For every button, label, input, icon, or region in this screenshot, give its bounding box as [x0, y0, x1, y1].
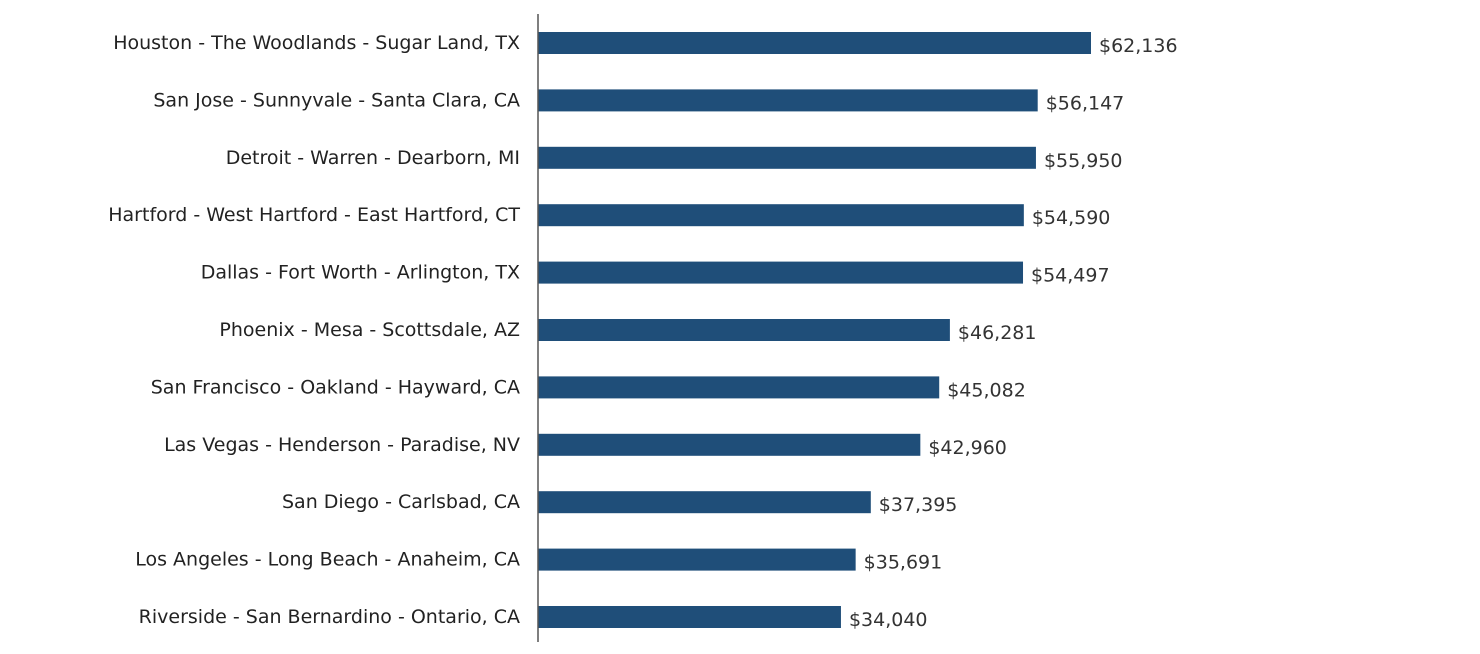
- value-label: $35,691: [864, 552, 943, 574]
- category-label: Riverside - San Bernardino - Ontario, CA: [139, 606, 520, 628]
- bar: [538, 32, 1091, 54]
- value-label: $37,395: [879, 494, 958, 516]
- value-label: $56,147: [1046, 92, 1125, 114]
- category-label: Detroit - Warren - Dearborn, MI: [226, 147, 520, 169]
- category-label: Houston - The Woodlands - Sugar Land, TX: [113, 32, 520, 54]
- value-label: $34,040: [849, 609, 928, 631]
- bar: [538, 89, 1038, 112]
- category-labels: Houston - The Woodlands - Sugar Land, TX…: [108, 32, 520, 628]
- bar: [538, 606, 841, 628]
- bar: [538, 261, 1024, 284]
- value-label: $45,082: [947, 379, 1026, 401]
- bar: [538, 204, 1024, 227]
- category-label: Hartford - West Hartford - East Hartford…: [108, 204, 520, 226]
- bar: [538, 319, 950, 341]
- value-label: $54,590: [1032, 207, 1111, 229]
- value-label: $55,950: [1044, 150, 1123, 172]
- bar: [538, 376, 940, 399]
- bar: [538, 491, 871, 514]
- bar: [538, 548, 856, 571]
- category-label: San Jose - Sunnyvale - Santa Clara, CA: [153, 89, 520, 111]
- category-label: San Francisco - Oakland - Hayward, CA: [151, 376, 520, 398]
- value-label: $62,136: [1099, 35, 1178, 57]
- category-label: Phoenix - Mesa - Scottsdale, AZ: [219, 319, 520, 341]
- category-label: Dallas - Fort Worth - Arlington, TX: [201, 262, 520, 284]
- value-label: $54,497: [1031, 265, 1110, 287]
- category-label: San Diego - Carlsbad, CA: [282, 491, 520, 513]
- value-label: $42,960: [928, 437, 1007, 459]
- bars-layer: [538, 32, 1091, 628]
- bar: [538, 146, 1036, 169]
- bar: [538, 433, 921, 456]
- category-label: Los Angeles - Long Beach - Anaheim, CA: [135, 549, 520, 571]
- value-labels: $62,136 $56,147 $55,950 $54,590 $54,497 $46,2…: [849, 35, 1178, 631]
- value-label: $46,281: [958, 322, 1037, 344]
- category-label: Las Vegas - Henderson - Paradise, NV: [164, 434, 520, 456]
